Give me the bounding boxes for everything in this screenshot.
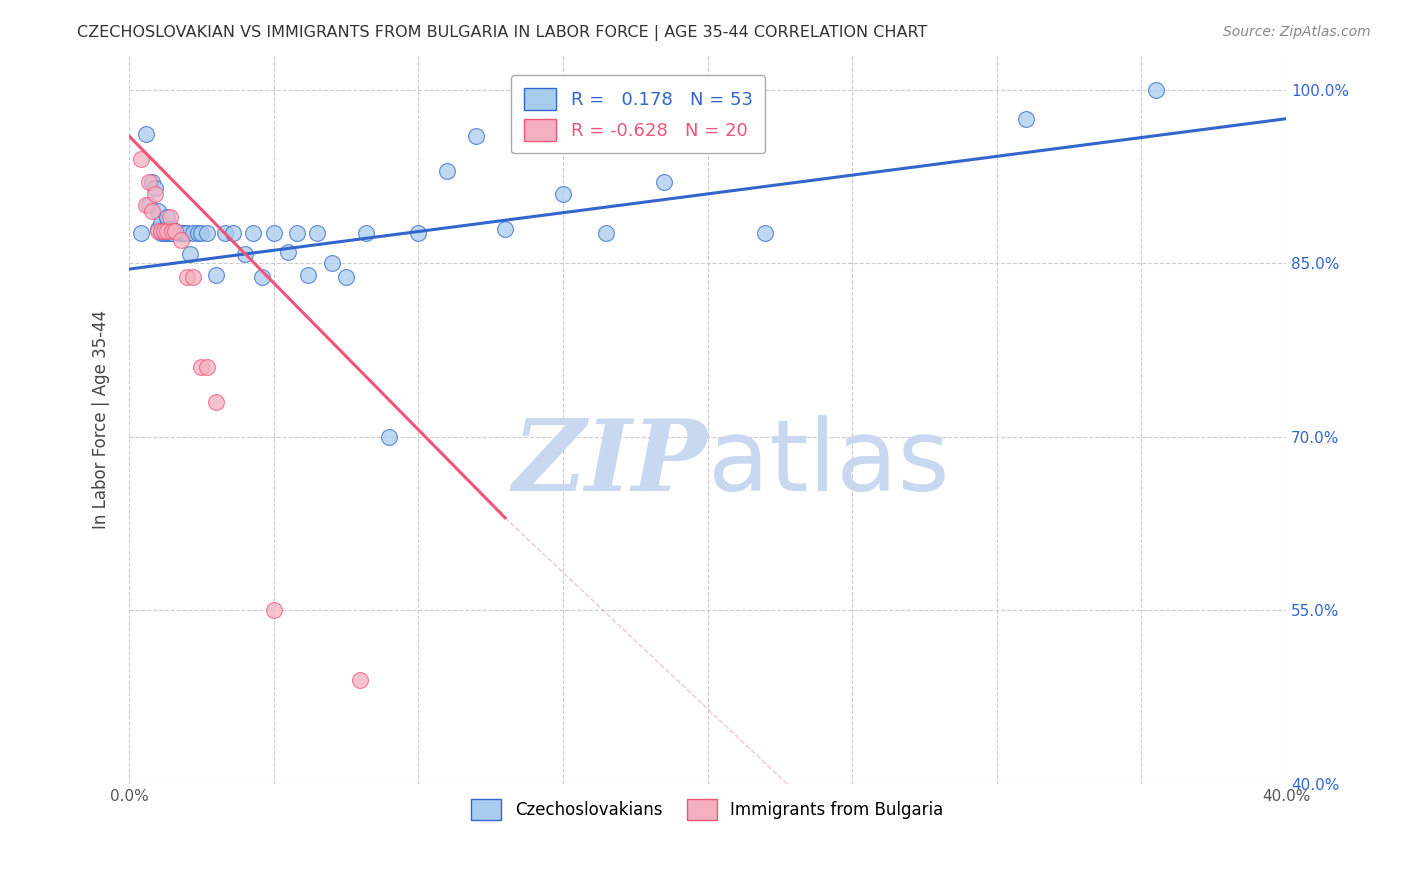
Point — [354, 226, 377, 240]
Point — [159, 221, 181, 235]
Point — [179, 247, 201, 261]
Point — [165, 224, 187, 238]
Point — [436, 163, 458, 178]
Point — [696, 129, 718, 144]
Point — [159, 226, 181, 240]
Point — [181, 270, 204, 285]
Point — [250, 270, 273, 285]
Point — [162, 224, 184, 238]
Point — [349, 673, 371, 687]
Point — [652, 175, 675, 189]
Point — [494, 221, 516, 235]
Point — [754, 226, 776, 240]
Point — [149, 224, 172, 238]
Point — [156, 224, 179, 238]
Point — [129, 226, 152, 240]
Point — [156, 210, 179, 224]
Point — [285, 226, 308, 240]
Point — [335, 270, 357, 285]
Point — [173, 226, 195, 240]
Point — [149, 216, 172, 230]
Point — [263, 603, 285, 617]
Point — [222, 226, 245, 240]
Point — [135, 198, 157, 212]
Point — [143, 181, 166, 195]
Point — [167, 226, 190, 240]
Point — [195, 360, 218, 375]
Point — [321, 256, 343, 270]
Point — [170, 226, 193, 240]
Point — [551, 186, 574, 201]
Point — [297, 268, 319, 282]
Point — [1014, 112, 1036, 126]
Point — [277, 244, 299, 259]
Point — [176, 270, 198, 285]
Point — [1144, 83, 1167, 97]
Point — [146, 204, 169, 219]
Point — [162, 221, 184, 235]
Point — [190, 360, 212, 375]
Point — [233, 247, 256, 261]
Point — [146, 224, 169, 238]
Legend: Czechoslovakians, Immigrants from Bulgaria: Czechoslovakians, Immigrants from Bulgar… — [464, 793, 950, 826]
Point — [149, 226, 172, 240]
Point — [152, 224, 174, 238]
Point — [195, 226, 218, 240]
Y-axis label: In Labor Force | Age 35-44: In Labor Force | Age 35-44 — [93, 310, 110, 529]
Point — [156, 226, 179, 240]
Text: Source: ZipAtlas.com: Source: ZipAtlas.com — [1223, 25, 1371, 39]
Point — [205, 395, 228, 409]
Point — [176, 226, 198, 240]
Point — [378, 430, 401, 444]
Point — [190, 226, 212, 240]
Point — [408, 226, 430, 240]
Point — [205, 268, 228, 282]
Point — [135, 127, 157, 141]
Point — [307, 226, 329, 240]
Point — [152, 226, 174, 240]
Point — [152, 221, 174, 235]
Point — [129, 153, 152, 167]
Text: CZECHOSLOVAKIAN VS IMMIGRANTS FROM BULGARIA IN LABOR FORCE | AGE 35-44 CORRELATI: CZECHOSLOVAKIAN VS IMMIGRANTS FROM BULGA… — [77, 25, 928, 41]
Point — [138, 198, 160, 212]
Point — [242, 226, 264, 240]
Point — [214, 226, 236, 240]
Point — [143, 186, 166, 201]
Point — [146, 221, 169, 235]
Text: ZIP: ZIP — [513, 415, 707, 511]
Point — [138, 175, 160, 189]
Point — [141, 175, 163, 189]
Point — [187, 226, 209, 240]
Point — [159, 210, 181, 224]
Point — [162, 226, 184, 240]
Point — [465, 129, 488, 144]
Point — [165, 224, 187, 238]
Point — [181, 226, 204, 240]
Point — [170, 233, 193, 247]
Point — [595, 226, 617, 240]
Point — [141, 204, 163, 219]
Point — [263, 226, 285, 240]
Text: atlas: atlas — [707, 415, 949, 512]
